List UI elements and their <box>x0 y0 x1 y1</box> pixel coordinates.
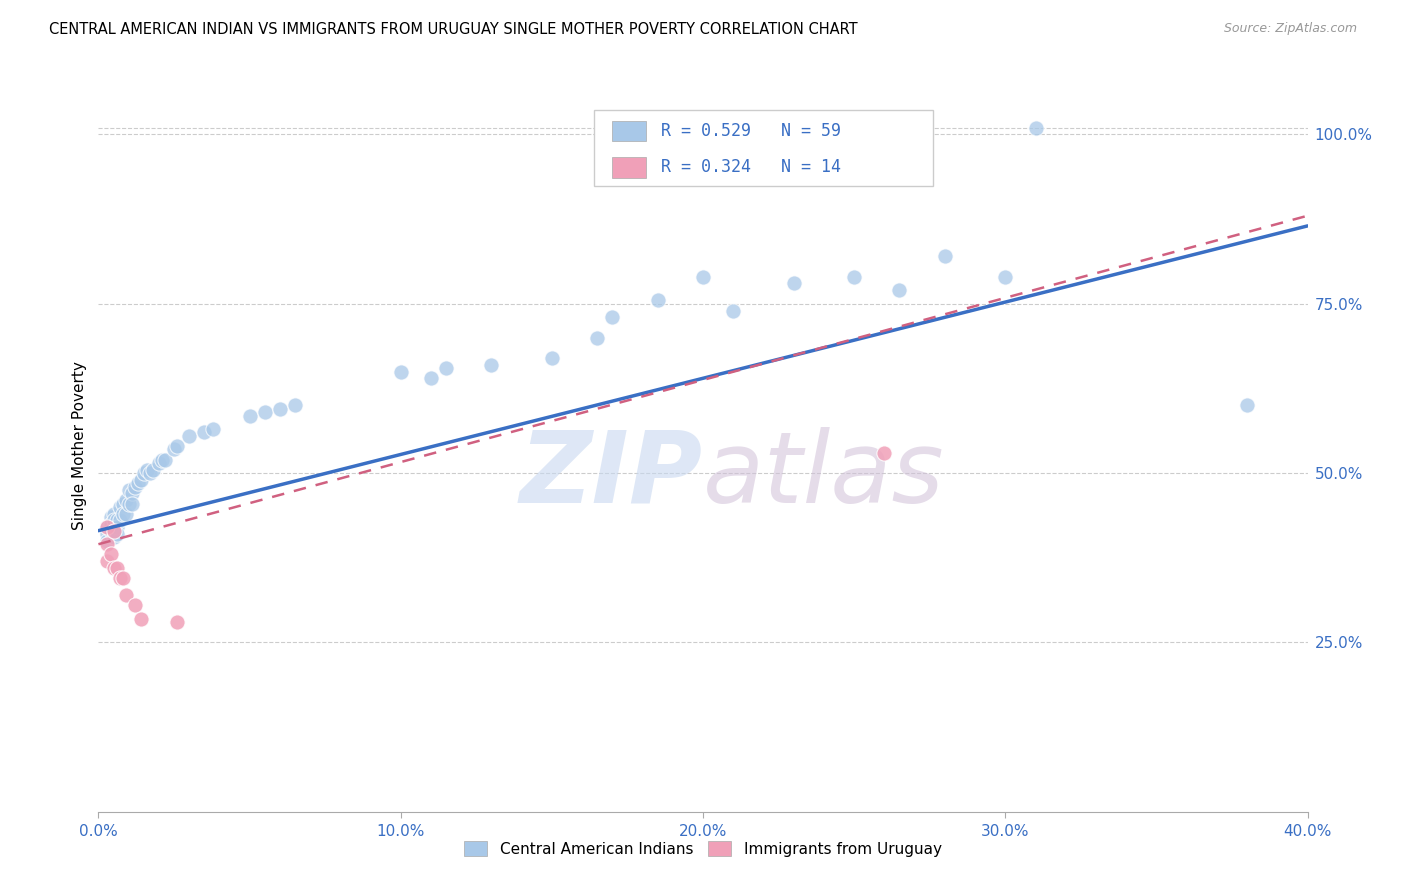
Point <box>118 497 141 511</box>
Point <box>96 527 118 541</box>
Point <box>118 483 141 497</box>
Point <box>873 446 896 460</box>
Point <box>96 537 118 551</box>
Point <box>111 497 134 511</box>
Point <box>105 527 128 541</box>
Point <box>193 425 215 440</box>
Point <box>96 520 118 534</box>
Point <box>844 269 866 284</box>
Point <box>96 520 118 534</box>
Point <box>103 514 125 528</box>
Point <box>994 269 1017 284</box>
Point <box>127 476 149 491</box>
Point <box>111 507 134 521</box>
Point <box>108 514 131 528</box>
Point <box>100 516 122 531</box>
Point <box>540 351 562 365</box>
Point <box>1236 398 1258 412</box>
Point <box>202 422 225 436</box>
Point <box>105 561 128 575</box>
Point <box>114 493 136 508</box>
Point <box>124 598 146 612</box>
Y-axis label: Single Mother Poverty: Single Mother Poverty <box>72 361 87 531</box>
Point <box>586 331 609 345</box>
Point <box>602 310 624 325</box>
Text: R = 0.529   N = 59: R = 0.529 N = 59 <box>661 121 841 140</box>
Point <box>114 588 136 602</box>
Point <box>121 486 143 500</box>
Point <box>100 547 122 561</box>
Point <box>121 497 143 511</box>
Point <box>108 571 131 585</box>
Point <box>284 398 307 412</box>
Point <box>481 358 503 372</box>
FancyBboxPatch shape <box>613 120 647 141</box>
Point <box>103 507 125 521</box>
Point <box>114 507 136 521</box>
Point <box>150 452 173 467</box>
Point <box>389 364 412 378</box>
Point <box>100 524 122 538</box>
Point <box>253 405 276 419</box>
FancyBboxPatch shape <box>595 110 932 186</box>
Point <box>129 612 152 626</box>
Text: Source: ZipAtlas.com: Source: ZipAtlas.com <box>1223 22 1357 36</box>
Point <box>132 466 155 480</box>
Point <box>889 283 911 297</box>
Point <box>129 473 152 487</box>
Point <box>105 514 128 528</box>
Text: ZIP: ZIP <box>520 426 703 524</box>
Point <box>103 561 125 575</box>
Point <box>148 456 170 470</box>
FancyBboxPatch shape <box>613 157 647 178</box>
Point <box>239 409 262 423</box>
Point <box>647 293 669 308</box>
Point <box>783 277 806 291</box>
Point <box>166 439 188 453</box>
Point <box>124 480 146 494</box>
Point <box>934 249 956 263</box>
Legend: Central American Indians, Immigrants from Uruguay: Central American Indians, Immigrants fro… <box>464 841 942 856</box>
Point <box>103 524 125 538</box>
Point <box>139 466 162 480</box>
Point <box>96 554 118 568</box>
Point <box>179 429 201 443</box>
Point <box>163 442 186 457</box>
Point <box>420 371 443 385</box>
Point <box>105 520 128 534</box>
Point <box>723 303 745 318</box>
Point <box>153 452 176 467</box>
Point <box>692 269 714 284</box>
Text: CENTRAL AMERICAN INDIAN VS IMMIGRANTS FROM URUGUAY SINGLE MOTHER POVERTY CORRELA: CENTRAL AMERICAN INDIAN VS IMMIGRANTS FR… <box>49 22 858 37</box>
Point <box>111 571 134 585</box>
Point <box>135 463 157 477</box>
Point <box>96 533 118 548</box>
Point <box>1024 120 1046 135</box>
Point <box>103 524 125 538</box>
Point <box>166 615 188 629</box>
Text: R = 0.324   N = 14: R = 0.324 N = 14 <box>661 158 841 177</box>
Text: atlas: atlas <box>703 426 945 524</box>
Point <box>108 500 131 514</box>
Point <box>434 361 457 376</box>
Point <box>100 510 122 524</box>
Point <box>142 463 165 477</box>
Point <box>269 401 291 416</box>
Point <box>103 530 125 544</box>
